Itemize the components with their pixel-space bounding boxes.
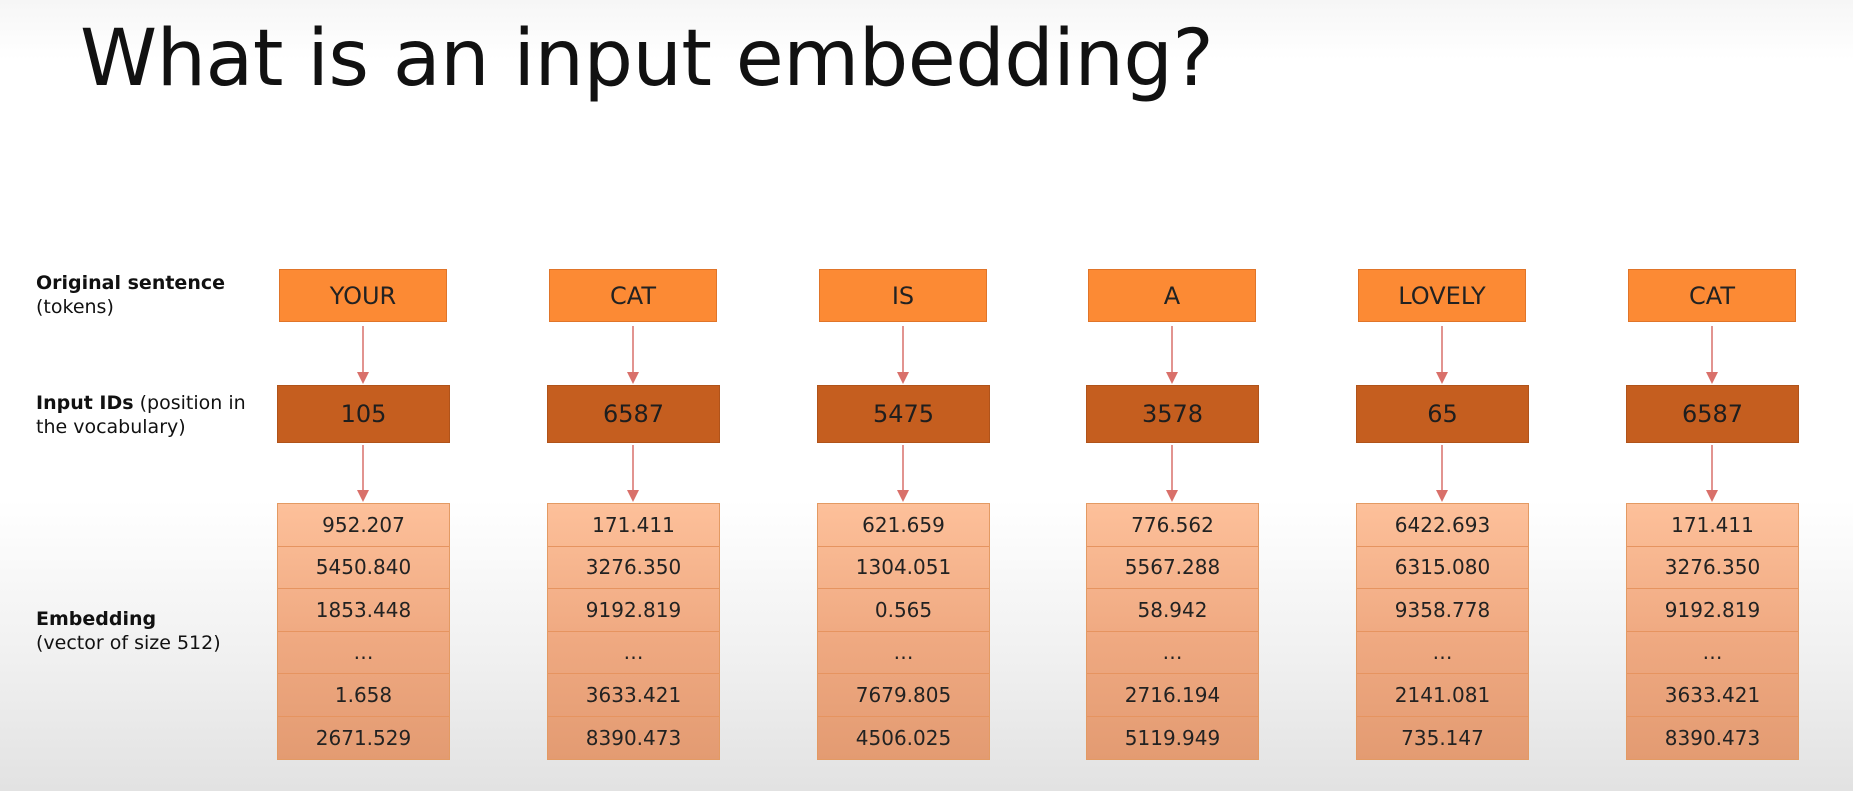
embedding-value: 1853.448 [278, 589, 449, 632]
embedding-value: 2716.194 [1087, 674, 1258, 717]
embedding-value: 8390.473 [1664, 725, 1761, 750]
embedding-value: 171.411 [548, 504, 719, 547]
embedding-value: 5119.949 [1124, 725, 1221, 750]
token-box: A [1088, 269, 1256, 322]
token-box: YOUR [279, 269, 447, 322]
embedding-value: 3276.350 [548, 547, 719, 589]
token-box: LOVELY [1358, 269, 1526, 322]
embedding-value: 9192.819 [1627, 589, 1798, 632]
tokens-row-label-title: Original sentence [36, 272, 225, 294]
input-id-box: 3578 [1086, 385, 1259, 443]
input-id-box: 5475 [817, 385, 990, 443]
embedding-value: 952.207 [278, 504, 449, 547]
embedding-value: 4506.025 [855, 725, 952, 750]
embedding-value: 5567.288 [1087, 547, 1258, 589]
tokens-row-label: Original sentence (tokens) [36, 271, 225, 319]
embedding-row-label-title: Embedding [36, 608, 157, 630]
embedding-value: 3633.421 [1627, 674, 1798, 717]
embedding-value: 3633.421 [548, 674, 719, 717]
input-ids-row-label-subtitle: (position in the vocabulary) [36, 392, 246, 438]
embedding-value: 776.562 [1087, 504, 1258, 547]
token-box: IS [819, 269, 987, 322]
embedding-value: 8390.473 [585, 725, 682, 750]
input-id-box: 6587 [1626, 385, 1799, 443]
embedding-value: 3276.350 [1627, 547, 1798, 589]
tokens-row-label-subtitle: (tokens) [36, 296, 114, 318]
token-box: CAT [549, 269, 717, 322]
embedding-value: 1304.051 [818, 547, 989, 589]
embedding-value: … [818, 632, 989, 674]
input-id-box: 6587 [547, 385, 720, 443]
embedding-value: 2671.529 [315, 725, 412, 750]
embedding-value: … [1357, 632, 1528, 674]
embedding-value: 6422.693 [1357, 504, 1528, 547]
embedding-vector: 621.659 1304.051 0.565… 7679.805 4506.025 [817, 503, 990, 760]
embedding-row-label: Embedding (vector of size 512) [36, 607, 221, 655]
embedding-value: 6315.080 [1357, 547, 1528, 589]
embedding-vector: 952.207 5450.840 1853.448… 1.658 2671.529 [277, 503, 450, 760]
embedding-value: … [1087, 632, 1258, 674]
embedding-vector: 776.562 5567.288 58.942… 2716.194 5119.949 [1086, 503, 1259, 760]
embedding-value: 7679.805 [818, 674, 989, 717]
embedding-vector: 171.411 3276.350 9192.819… 3633.421 8390.473 [547, 503, 720, 760]
embedding-vector: 171.411 3276.350 9192.819… 3633.421 8390.473 [1626, 503, 1799, 760]
embedding-row-label-subtitle: (vector of size 512) [36, 632, 221, 654]
embedding-value: 9358.778 [1357, 589, 1528, 632]
embedding-value: 735.147 [1401, 725, 1484, 750]
embedding-value: 171.411 [1627, 504, 1798, 547]
embedding-value: … [278, 632, 449, 674]
embedding-value: 0.565 [818, 589, 989, 632]
input-ids-row-label-title: Input IDs [36, 392, 134, 414]
input-ids-row-label: Input IDs (position in the vocabulary) [36, 391, 246, 439]
input-id-box: 65 [1356, 385, 1529, 443]
token-box: CAT [1628, 269, 1796, 322]
embedding-value: 58.942 [1087, 589, 1258, 632]
embedding-value: … [1627, 632, 1798, 674]
slide-title: What is an input embedding? [80, 14, 1214, 104]
embedding-value: 5450.840 [278, 547, 449, 589]
embedding-value: 9192.819 [548, 589, 719, 632]
embedding-value: 1.658 [278, 674, 449, 717]
embedding-value: 621.659 [818, 504, 989, 547]
embedding-vector: 6422.693 6315.080 9358.778… 2141.081 735.147 [1356, 503, 1529, 760]
input-id-box: 105 [277, 385, 450, 443]
embedding-value: 2141.081 [1357, 674, 1528, 717]
embedding-value: … [548, 632, 719, 674]
